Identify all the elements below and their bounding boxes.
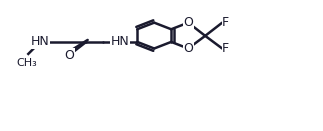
Text: HN: HN [31,35,50,48]
Text: F: F [222,42,229,55]
Text: HN: HN [111,35,130,48]
Text: O: O [183,16,193,29]
Text: O: O [183,42,193,55]
Text: F: F [222,16,229,29]
Text: CH₃: CH₃ [16,58,37,68]
Text: O: O [64,49,74,62]
